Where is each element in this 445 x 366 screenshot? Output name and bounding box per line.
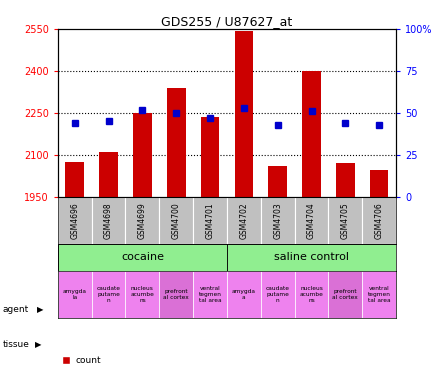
Bar	[295, 197, 328, 244]
Text: GSM4705: GSM4705	[341, 202, 350, 239]
Text: cocaine: cocaine	[121, 253, 164, 262]
Text: caudate
putame
n: caudate putame n	[266, 286, 290, 303]
Bar	[235, 31, 253, 197]
Bar	[261, 197, 295, 244]
Bar	[58, 270, 92, 318]
Bar	[362, 270, 396, 318]
Bar	[125, 197, 159, 244]
Bar	[227, 244, 396, 270]
Bar	[193, 197, 227, 244]
Text: GSM4698: GSM4698	[104, 202, 113, 239]
Legend: count, percentile rank within the sample: count, percentile rank within the sample	[62, 356, 229, 366]
Text: ▶: ▶	[35, 340, 41, 348]
Text: GSM4703: GSM4703	[273, 202, 282, 239]
Text: agent: agent	[2, 305, 28, 314]
Bar	[302, 71, 321, 197]
Bar	[167, 88, 186, 197]
Text: amygda
la: amygda la	[63, 289, 87, 300]
Text: ventral
tegmen
tal area: ventral tegmen tal area	[368, 286, 391, 303]
Bar	[227, 270, 261, 318]
Text: ventral
tegmen
tal area: ventral tegmen tal area	[198, 286, 222, 303]
Bar	[201, 117, 219, 197]
Title: GDS255 / U87627_at: GDS255 / U87627_at	[162, 15, 292, 28]
Bar	[193, 270, 227, 318]
Bar	[227, 197, 261, 244]
Bar	[295, 270, 328, 318]
Bar	[92, 270, 125, 318]
Bar	[362, 197, 396, 244]
Text: caudate
putame
n: caudate putame n	[97, 286, 121, 303]
Bar	[336, 163, 355, 197]
Bar	[370, 170, 388, 197]
Bar	[99, 152, 118, 197]
Bar	[261, 270, 295, 318]
Text: GSM4702: GSM4702	[239, 202, 248, 239]
Bar	[125, 270, 159, 318]
Bar	[159, 197, 193, 244]
Text: GSM4706: GSM4706	[375, 202, 384, 239]
Bar	[65, 162, 84, 197]
Text: GSM4700: GSM4700	[172, 202, 181, 239]
Text: saline control: saline control	[274, 253, 349, 262]
Bar	[92, 197, 125, 244]
Text: GSM4696: GSM4696	[70, 202, 79, 239]
Bar	[159, 270, 193, 318]
Text: GSM4701: GSM4701	[206, 202, 214, 239]
Text: GSM4699: GSM4699	[138, 202, 147, 239]
Bar	[58, 197, 92, 244]
Text: amygda
a: amygda a	[232, 289, 256, 300]
Bar	[328, 197, 362, 244]
Bar	[58, 244, 227, 270]
Text: prefront
al cortex: prefront al cortex	[332, 289, 358, 300]
Text: nucleus
acumbe
ns: nucleus acumbe ns	[130, 286, 154, 303]
Text: prefront
al cortex: prefront al cortex	[163, 289, 189, 300]
Text: nucleus
acumbe
ns: nucleus acumbe ns	[299, 286, 324, 303]
Bar	[133, 113, 152, 197]
Bar	[328, 270, 362, 318]
Bar	[268, 166, 287, 197]
Text: ▶: ▶	[36, 305, 43, 314]
Text: GSM4704: GSM4704	[307, 202, 316, 239]
Text: tissue: tissue	[2, 340, 29, 348]
